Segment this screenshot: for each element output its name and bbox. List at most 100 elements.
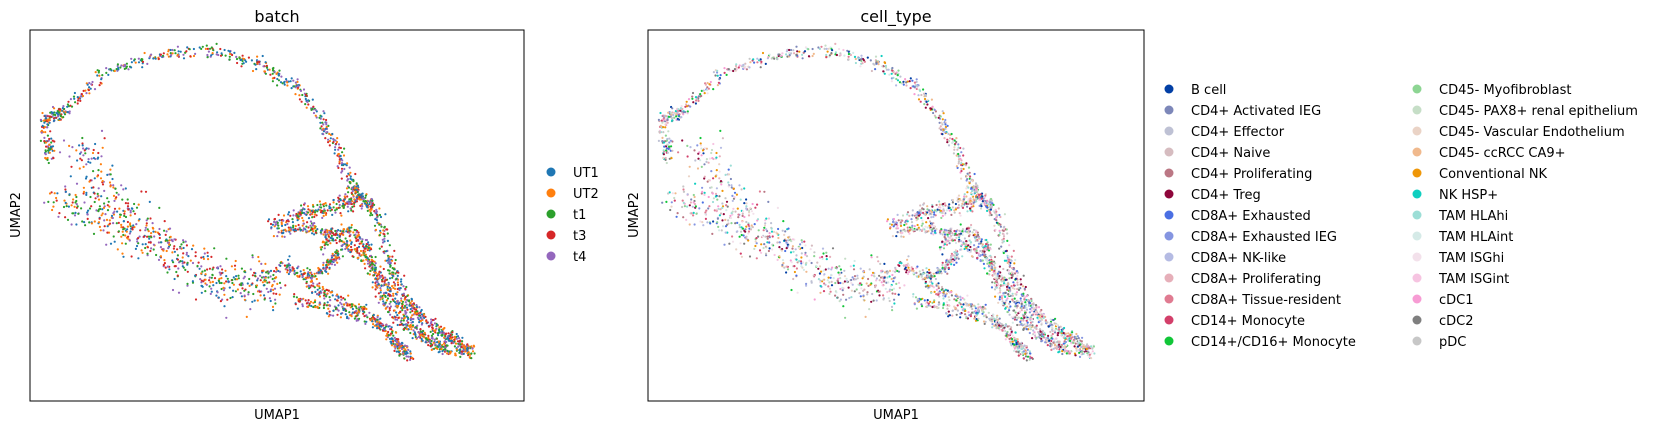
scatter-point [322,253,325,256]
scatter-point [130,66,133,69]
scatter-point [285,267,288,270]
scatter-point [297,300,300,303]
scatter-point [354,305,357,308]
scatter-point [891,292,894,295]
scatter-point [965,246,968,250]
scatter-point [335,142,338,145]
scatter-point [1065,352,1068,355]
scatter-point [396,343,399,346]
scatter-point [707,161,710,164]
scatter-point [247,291,250,294]
scatter-point [150,53,153,56]
scatter-point [331,237,334,240]
scatter-point [1057,351,1060,354]
scatter-point [333,263,336,266]
scatter-point [220,272,223,275]
scatter-point [995,219,998,222]
scatter-point [327,138,330,141]
scatter-point [394,316,397,319]
scatter-point [845,277,848,280]
scatter-point [965,240,968,243]
scatter-point [990,213,993,217]
scatter-point [97,209,100,212]
scatter-point [272,66,275,70]
scatter-point [421,334,425,337]
scatter-point [121,198,124,201]
scatter-point [322,287,325,291]
scatter-point [788,52,791,55]
scatter-point [192,54,196,58]
scatter-point [101,146,104,149]
scatter-point [842,293,845,296]
scatter-point [342,297,345,300]
scatter-point [273,76,276,79]
scatter-point [322,202,326,206]
scatter-point [429,322,432,325]
scatter-point [462,352,465,355]
scatter-point [262,65,265,68]
scatter-point [390,332,393,335]
scatter-point [378,247,381,250]
scatter-point [1067,332,1070,335]
scatter-point [335,208,338,211]
scatter-point [307,208,310,211]
scatter-point [763,190,766,193]
scatter-point [343,298,347,301]
scatter-point [276,282,279,285]
scatter-point [343,198,346,201]
scatter-point [856,277,859,280]
batch-y-axis-label: UMAP2 [9,192,24,238]
scatter-point [974,319,978,322]
scatter-point [681,199,684,202]
scatter-point [321,285,324,289]
scatter-point [927,304,930,307]
scatter-point [340,248,343,251]
scatter-point [112,186,115,189]
scatter-point [62,205,66,209]
scatter-point [113,207,117,210]
scatter-point [921,278,924,281]
scatter-point [825,251,828,254]
scatter-point [1037,321,1040,324]
scatter-point [719,208,722,211]
scatter-point [378,327,381,330]
scatter-point [334,148,337,151]
scatter-point [314,114,317,117]
scatter-point [358,196,361,199]
scatter-point [1028,358,1031,361]
scatter-point [149,217,152,220]
scatter-point [955,140,958,144]
scatter-point [1010,326,1013,329]
scatter-point [707,195,710,199]
scatter-point [454,342,458,345]
scatter-point [398,323,401,326]
scatter-point [415,308,418,311]
scatter-point [988,269,991,272]
scatter-point [154,230,157,233]
scatter-point [407,355,410,358]
scatter-point [137,57,140,60]
scatter-point [377,301,380,304]
scatter-point [371,281,374,284]
scatter-point [344,193,347,196]
scatter-point [306,100,309,103]
scatter-point [176,274,179,277]
scatter-point [958,154,962,158]
scatter-point [984,303,987,306]
scatter-point [385,250,388,253]
scatter-point [332,201,335,204]
scatter-point [330,254,333,257]
scatter-point [382,292,386,295]
scatter-point [219,300,222,303]
scatter-point [740,188,743,191]
scatter-point [818,272,822,275]
scatter-point [334,211,337,214]
scatter-point [407,328,410,331]
scatter-point [890,305,894,308]
scatter-point [304,228,307,231]
scatter-point [338,238,342,241]
scatter-point [950,263,953,266]
scatter-point [279,264,282,267]
scatter-point [152,57,155,60]
scatter-point [79,157,82,160]
